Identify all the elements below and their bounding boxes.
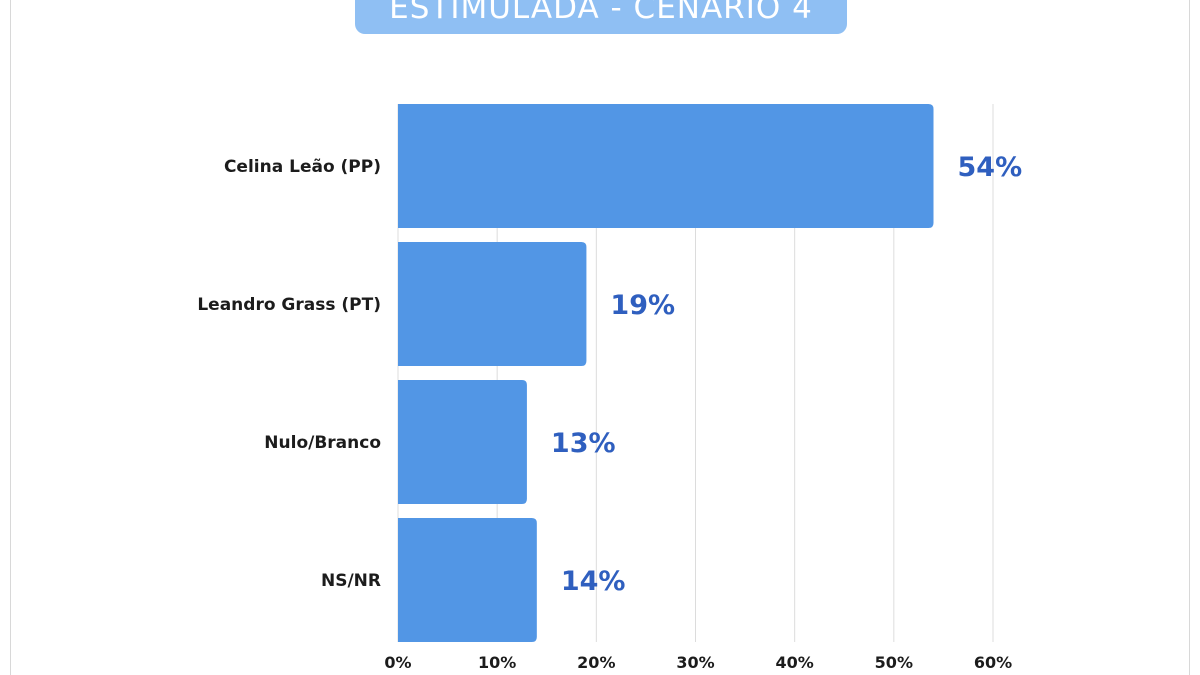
category-label-0: Celina Leão (PP): [224, 157, 381, 177]
bar-2: [398, 380, 527, 504]
value-label-1: 19%: [610, 290, 675, 321]
x-tick-label-1: 10%: [478, 653, 516, 672]
value-label-2: 13%: [551, 428, 616, 459]
bar-1: [398, 242, 587, 366]
bar-0: [398, 104, 934, 228]
chart-title: ESTIMULADA - CENÁRIO 4: [389, 0, 813, 26]
category-label-1: Leandro Grass (PT): [197, 295, 381, 315]
x-tick-label-5: 50%: [875, 653, 913, 672]
bar-3: [398, 518, 537, 642]
category-label-2: Nulo/Branco: [264, 433, 381, 453]
chart-title-banner: ESTIMULADA - CENÁRIO 4: [355, 0, 847, 34]
x-tick-label-0: 0%: [384, 653, 411, 672]
category-label-3: NS/NR: [321, 571, 381, 591]
x-tick-label-2: 20%: [577, 653, 615, 672]
value-label-0: 54%: [958, 152, 1023, 183]
x-tick-label-4: 40%: [776, 653, 814, 672]
x-tick-label-3: 30%: [676, 653, 714, 672]
value-label-3: 14%: [561, 566, 626, 597]
x-tick-label-6: 60%: [974, 653, 1012, 672]
